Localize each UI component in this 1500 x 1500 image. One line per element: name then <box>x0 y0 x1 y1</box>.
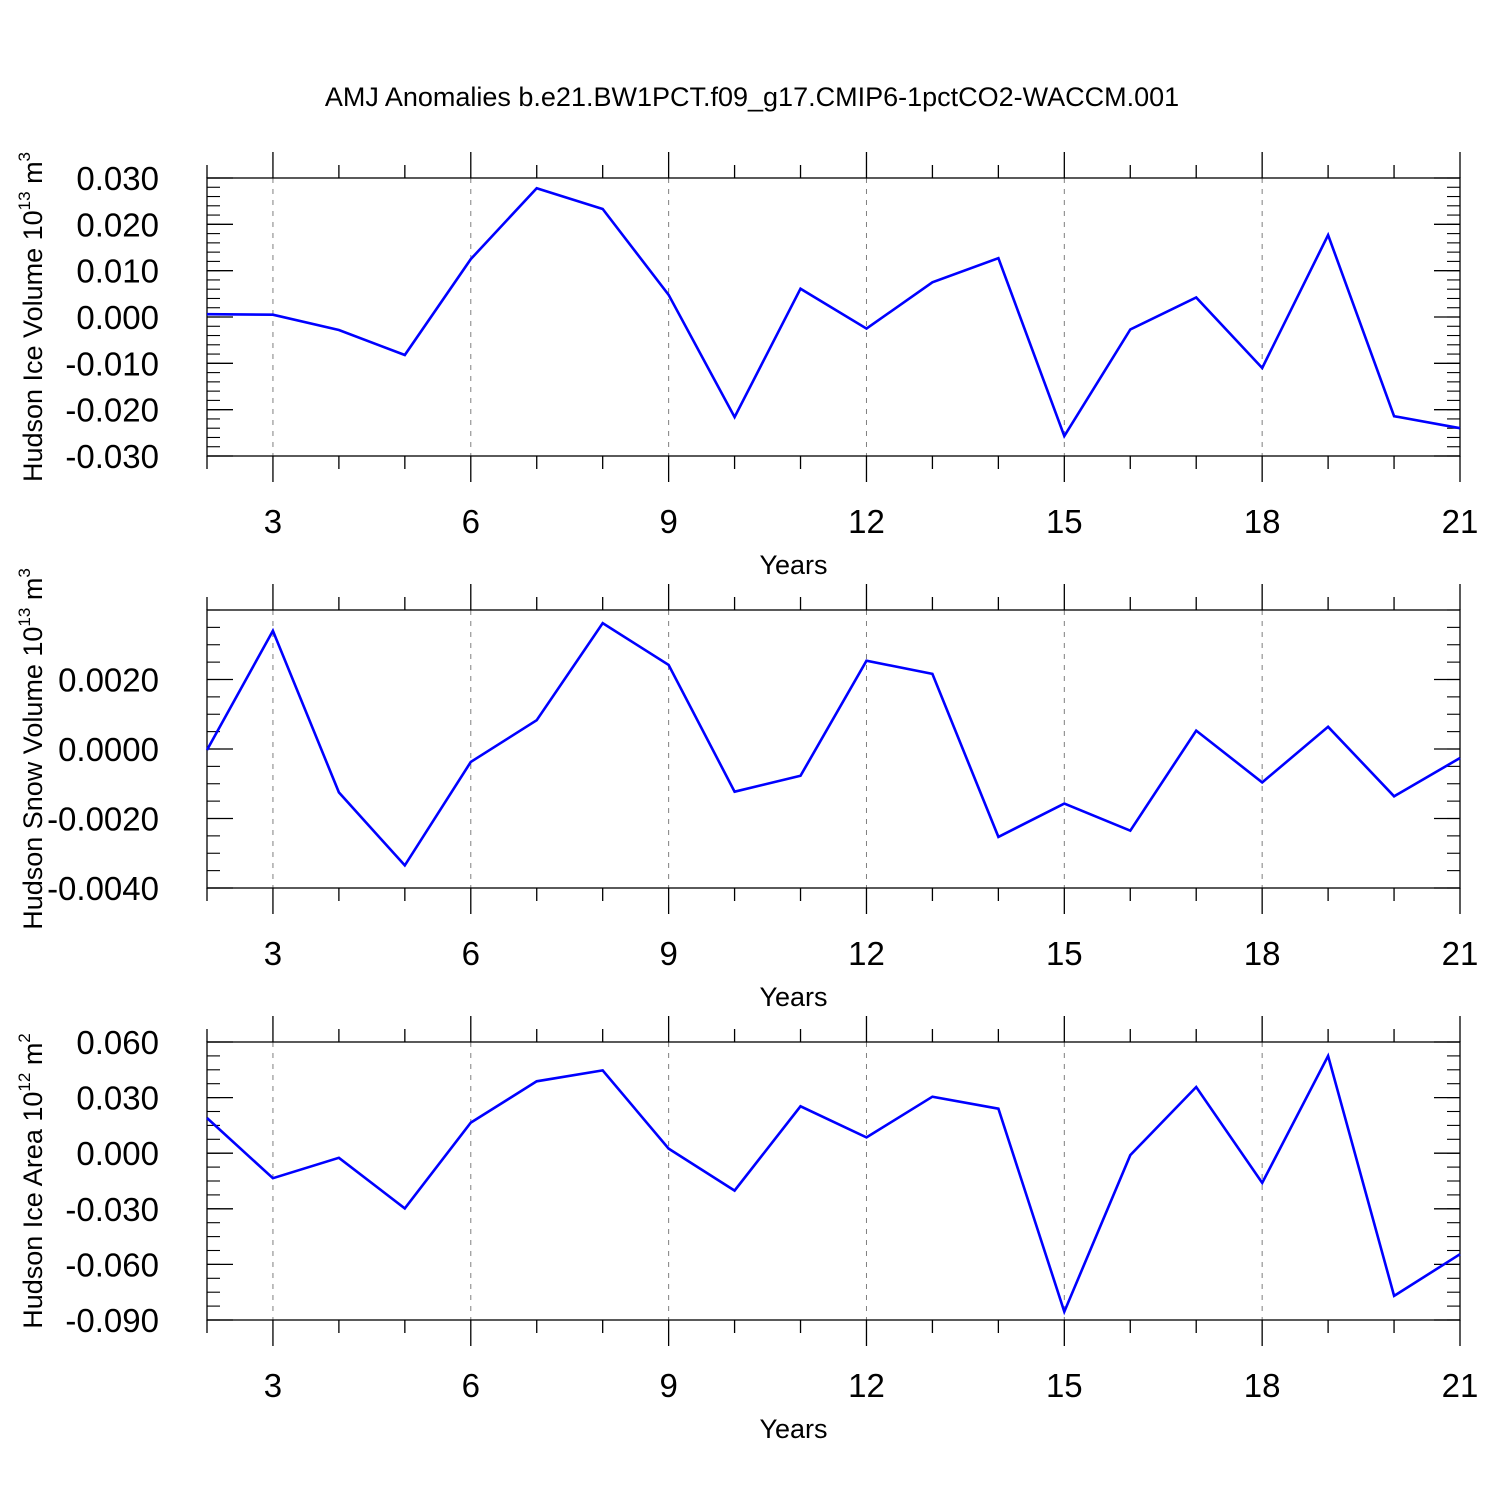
x-tick-label: 21 <box>1442 503 1479 540</box>
x-tick-label: 15 <box>1046 935 1083 972</box>
y-tick-label: 0.030 <box>76 1080 159 1117</box>
y-axis-label-part: Hudson Snow Volume 10 <box>18 627 48 930</box>
y-tick-label: 0.010 <box>76 253 159 290</box>
y-axis-label-part: m <box>18 161 48 191</box>
y-axis-label: Hudson Ice Volume 1013 m3 <box>15 152 48 482</box>
series-line <box>206 1052 1461 1316</box>
y-axis-label-part: Hudson Ice Area 10 <box>18 1092 48 1329</box>
y-tick-label: -0.010 <box>65 345 159 382</box>
y-axis-label-superscript: 13 <box>15 608 34 627</box>
x-tick-label: 12 <box>848 1367 885 1404</box>
chart-title: AMJ Anomalies b.e21.BW1PCT.f09_g17.CMIP6… <box>325 82 1179 112</box>
x-axis-label: Years <box>759 982 827 1012</box>
x-tick-label: 6 <box>462 503 480 540</box>
y-axis-label-part: m <box>18 578 48 608</box>
panel-ice-area: 3 6 9 12 15 18 21 -0.090 -0.060 -0.030 0.000 0.030 0… <box>15 1016 1478 1444</box>
y-tick-label: -0.090 <box>65 1302 159 1339</box>
x-tick-label: 3 <box>264 935 282 972</box>
x-tick-label: 12 <box>848 935 885 972</box>
x-tick-label: 18 <box>1244 503 1281 540</box>
panel-snow-volume: 3 6 9 12 15 18 21 -0.0040 -0.0020 0.0000 0.0020 Yea… <box>15 568 1478 1012</box>
y-axis-label-superscript: 3 <box>15 568 34 577</box>
x-tick-label: 12 <box>848 503 885 540</box>
x-tick-label: 3 <box>264 1367 282 1404</box>
y-tick-label: 0.000 <box>76 1135 159 1172</box>
y-tick-label: 0.020 <box>76 206 159 243</box>
y-axis-label: Hudson Snow Volume 1013 m3 <box>15 568 48 930</box>
y-tick-label: 0.060 <box>76 1024 159 1061</box>
y-tick-label: -0.0020 <box>47 801 159 838</box>
x-tick-label: 9 <box>659 935 677 972</box>
x-tick-label: 21 <box>1442 1367 1479 1404</box>
y-tick-label: 0.000 <box>76 299 159 336</box>
y-tick-label: -0.030 <box>65 1191 159 1228</box>
plot-frame <box>206 609 1461 889</box>
x-tick-label: 15 <box>1046 503 1083 540</box>
x-tick-label: 18 <box>1244 1367 1281 1404</box>
y-axis-label-part: Hudson Ice Volume 10 <box>18 210 48 482</box>
y-tick-label: 0.030 <box>76 160 159 197</box>
panel-ice-volume: 3 6 9 12 15 18 21 -0.030 -0.020 -0.010 0.000 0.010 0… <box>15 152 1478 580</box>
x-tick-label: 9 <box>659 1367 677 1404</box>
y-tick-label: -0.060 <box>65 1246 159 1283</box>
x-tick-label: 6 <box>462 935 480 972</box>
y-tick-label: -0.030 <box>65 438 159 475</box>
plot-frame <box>206 1041 1461 1321</box>
y-tick-label: 0.0020 <box>58 662 159 699</box>
x-axis-label: Years <box>759 550 827 580</box>
x-axis-label: Years <box>759 1414 827 1444</box>
y-tick-label: 0.0000 <box>58 731 159 768</box>
x-tick-label: 6 <box>462 1367 480 1404</box>
y-axis-label: Hudson Ice Area 1012 m2 <box>15 1033 48 1329</box>
plot-frame <box>206 177 1461 457</box>
y-axis-label-superscript: 13 <box>15 191 34 210</box>
series-line <box>206 186 1461 440</box>
y-tick-label: -0.020 <box>65 392 159 429</box>
x-tick-label: 3 <box>264 503 282 540</box>
x-tick-label: 18 <box>1244 935 1281 972</box>
x-tick-label: 15 <box>1046 1367 1083 1404</box>
y-tick-label: -0.0040 <box>47 870 159 907</box>
y-axis-label-superscript: 3 <box>15 152 34 161</box>
series-line <box>205 621 1461 868</box>
x-tick-label: 21 <box>1442 935 1479 972</box>
y-axis-label-superscript: 12 <box>15 1073 34 1092</box>
x-tick-label: 9 <box>659 503 677 540</box>
y-axis-label-part: m <box>18 1043 48 1073</box>
y-axis-label-superscript: 2 <box>15 1033 34 1042</box>
